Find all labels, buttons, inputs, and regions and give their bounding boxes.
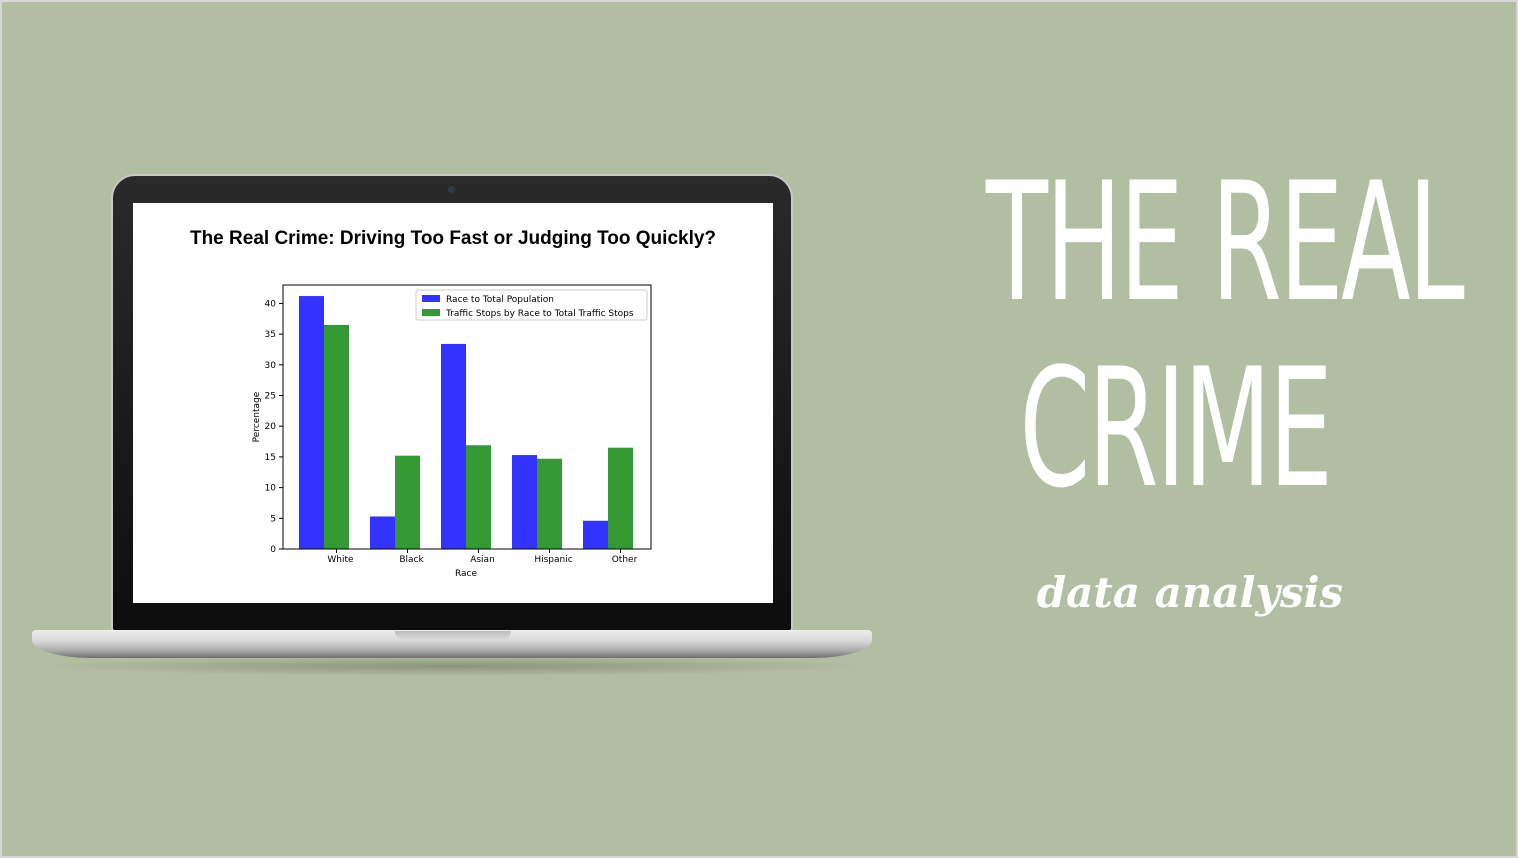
bar-chart: 0 5 10 15 20 25 30 35 40 White Black Asian Hispanic O… — [252, 284, 652, 579]
y-tick-label: 10 — [265, 484, 277, 494]
slide-subtitle: data analysis — [1036, 568, 1344, 617]
bar-1-3 — [537, 458, 562, 549]
y-tick-label: 35 — [265, 330, 276, 340]
slide-title-line-2: CRIME — [1019, 333, 1333, 524]
x-axis-label: Race — [455, 569, 478, 579]
bar-0-3 — [512, 455, 537, 549]
y-tick-label: 0 — [270, 545, 276, 555]
x-tick-label: Asian — [470, 555, 495, 565]
bar-1-2 — [466, 445, 491, 549]
slide-title: THE REAL CRIME — [985, 147, 1465, 524]
y-tick-label: 30 — [265, 361, 277, 371]
y-axis-label: Percentage — [252, 391, 262, 442]
x-tick-label: Other — [612, 555, 638, 565]
bar-1-4 — [608, 447, 633, 549]
chart-title: The Real Crime: Driving Too Fast or Judg… — [189, 228, 717, 249]
bar-0-4 — [583, 520, 608, 549]
legend-swatch-1 — [422, 309, 440, 316]
laptop-screen: The Real Crime: Driving Too Fast or Judg… — [133, 203, 773, 603]
x-tick-label: White — [327, 555, 354, 565]
slide-title-line-1: THE REAL — [985, 147, 1465, 338]
y-tick-label: 25 — [265, 392, 276, 402]
legend-label-0: Race to Total Population — [446, 295, 554, 305]
y-tick-label: 5 — [270, 514, 276, 524]
legend-box — [415, 289, 648, 321]
legend-label-1: Traffic Stops by Race to Total Traffic S… — [445, 309, 634, 319]
laptop-shadow — [40, 656, 866, 676]
bar-1-0 — [324, 324, 349, 549]
x-tick-label: Black — [399, 555, 424, 565]
camera-icon — [448, 186, 455, 193]
plot-frame — [282, 284, 652, 550]
bar-1-1 — [395, 455, 420, 549]
laptop-notch — [395, 631, 511, 640]
bar-0-1 — [370, 516, 395, 549]
y-tick-label: 40 — [265, 299, 277, 309]
y-tick-label: 15 — [265, 453, 276, 463]
y-tick-label: 20 — [265, 422, 277, 432]
legend-swatch-0 — [422, 295, 440, 302]
x-tick-label: Hispanic — [534, 555, 572, 565]
bar-0-0 — [299, 296, 324, 549]
bar-0-2 — [441, 343, 466, 549]
